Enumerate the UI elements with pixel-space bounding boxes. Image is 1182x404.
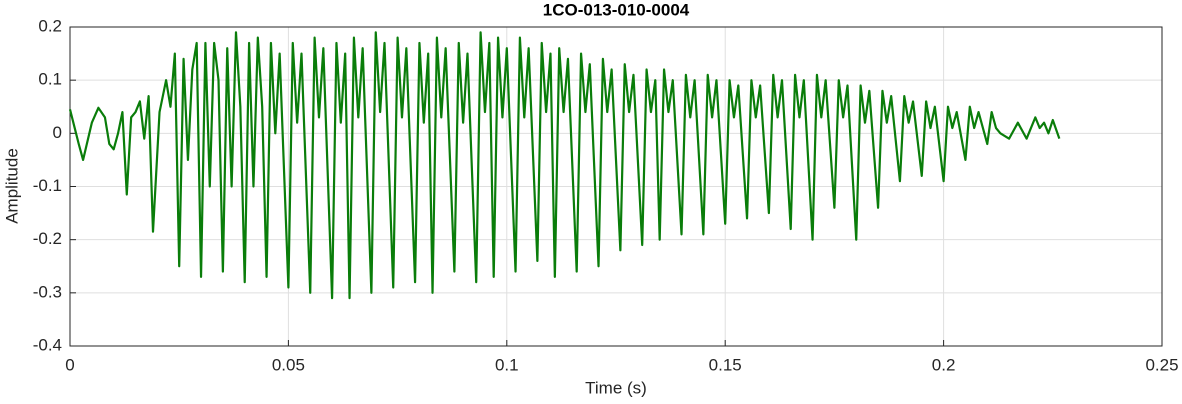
- y-tick-label: -0.1: [33, 176, 62, 195]
- y-tick-label: -0.3: [33, 282, 62, 301]
- x-tick-label: 0.25: [1145, 355, 1178, 374]
- y-axis-label: Amplitude: [2, 148, 21, 224]
- x-axis-label: Time (s): [585, 378, 647, 397]
- plot-frame: [69, 26, 1163, 347]
- y-tick-label: 0.1: [38, 70, 62, 89]
- waveform-line: [68, 31, 1061, 300]
- y-tick-label: 0: [53, 123, 62, 142]
- y-tick-label: -0.2: [33, 229, 62, 248]
- x-tick-label: 0.2: [932, 355, 956, 374]
- chart-title: 1CO-013-010-0004: [543, 0, 690, 19]
- y-tick-label: 0.2: [38, 16, 62, 35]
- x-tick-label: 0.1: [495, 355, 519, 374]
- x-tick-label: 0: [65, 355, 74, 374]
- y-tick-label: -0.4: [33, 335, 62, 354]
- x-tick-label: 0.15: [709, 355, 742, 374]
- x-tick-label: 0.05: [272, 355, 305, 374]
